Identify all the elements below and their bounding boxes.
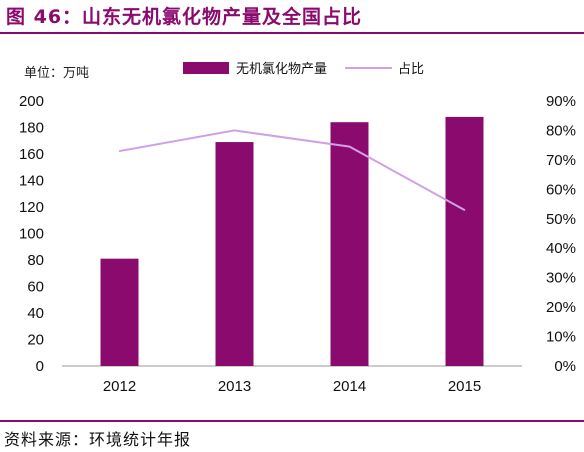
legend-bar-swatch xyxy=(183,62,229,74)
right-tick-label: 0% xyxy=(554,358,576,375)
left-tick-label: 180 xyxy=(19,120,44,137)
left-tick-label: 60 xyxy=(27,279,44,296)
bar-2012 xyxy=(100,258,139,366)
share-point-2015 xyxy=(463,209,466,211)
x-tick-label: 2013 xyxy=(218,378,251,395)
source-note: 资料来源：环境统计年报 xyxy=(4,430,192,449)
left-tick-label: 100 xyxy=(19,226,44,243)
bar-2014 xyxy=(330,122,369,366)
left-tick-label: 40 xyxy=(27,305,44,322)
right-tick-label: 20% xyxy=(546,299,576,316)
left-tick-label: 160 xyxy=(19,146,44,163)
left-tick-label: 120 xyxy=(19,199,44,216)
right-tick-label: 10% xyxy=(546,329,576,346)
left-tick-label: 140 xyxy=(19,173,44,190)
bar-series xyxy=(100,116,484,367)
bar-2013 xyxy=(215,142,254,366)
share-point-2013 xyxy=(233,129,236,132)
legend-line-label: 占比 xyxy=(398,62,424,77)
right-tick-label: 40% xyxy=(546,240,576,257)
right-tick-label: 60% xyxy=(546,181,576,198)
share-line xyxy=(119,129,465,211)
right-tick-label: 30% xyxy=(546,270,576,287)
right-axis: 0% 10% 20% 30% 40% 50% 60% 70% 80% 90% xyxy=(546,93,576,375)
x-tick-label: 2012 xyxy=(103,378,136,395)
bar-2015 xyxy=(445,116,484,367)
right-tick-label: 50% xyxy=(546,211,576,228)
left-axis: 0 20 40 60 80 100 120 140 160 180 200 xyxy=(19,93,44,375)
title-divider xyxy=(0,32,584,34)
legend: 无机氯化物产量 占比 xyxy=(183,62,424,77)
left-tick-label: 80 xyxy=(27,252,44,269)
share-point-2014 xyxy=(348,145,351,148)
unit-label: 单位：万吨 xyxy=(24,66,90,81)
left-tick-label: 200 xyxy=(19,93,44,110)
x-tick-label: 2014 xyxy=(333,378,366,395)
left-tick-label: 0 xyxy=(36,358,44,375)
share-point-2012 xyxy=(118,150,121,152)
chart: 无机氯化物产量 占比 0 20 40 60 80 100 120 140 160 180 200 0… xyxy=(19,62,576,395)
right-tick-label: 90% xyxy=(546,93,576,110)
figure-title: 图 46：山东无机氯化物产量及全国占比 xyxy=(6,6,363,28)
left-tick-label: 20 xyxy=(27,332,44,349)
right-tick-label: 70% xyxy=(546,152,576,169)
right-tick-label: 80% xyxy=(546,122,576,139)
line-series xyxy=(118,129,466,211)
x-tick-label: 2015 xyxy=(448,378,481,395)
source-divider xyxy=(0,420,584,422)
legend-bar-label: 无机氯化物产量 xyxy=(236,62,327,77)
x-axis: 2012 2013 2014 2015 xyxy=(103,378,481,395)
